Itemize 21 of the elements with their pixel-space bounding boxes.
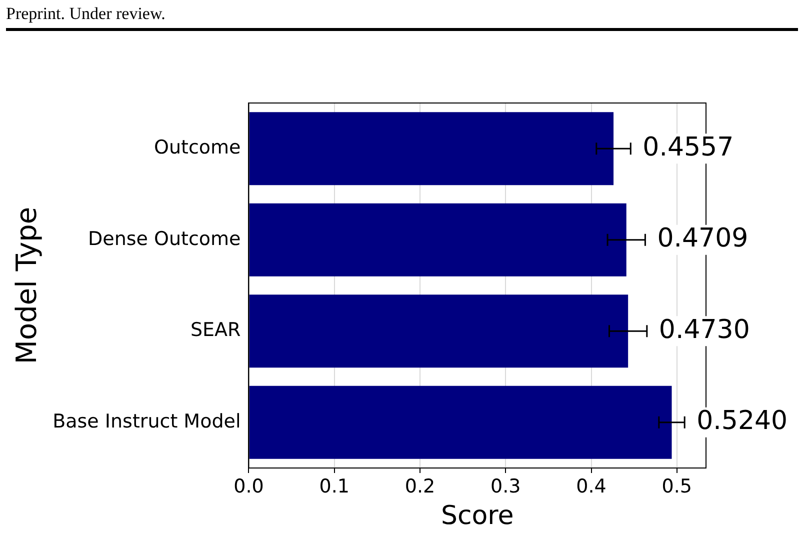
y-tick-label: Base Instruct Model (52, 410, 241, 432)
text: Preprint. Under review. (6, 4, 166, 24)
annotation: 0.5240 (696, 406, 788, 436)
bar (249, 386, 672, 459)
y-tick-label: Outcome (154, 136, 241, 159)
y-tick-label: Dense Outcome (88, 228, 241, 250)
y-axis-title: Model Type (10, 206, 44, 364)
x-axis-title: Score (440, 501, 514, 532)
x-tick-label: 0.4 (576, 475, 606, 498)
bar (249, 203, 626, 276)
bar (249, 294, 628, 368)
annotation: 0.4730 (658, 314, 750, 345)
x-tick-label: 0.5 (662, 475, 692, 498)
x-tick-label: 0.2 (404, 475, 436, 498)
x-tick-label: 0.0 (234, 475, 264, 498)
x-tick-label: 0.1 (319, 475, 350, 498)
bar (249, 112, 614, 186)
y-tick-label: SEAR (190, 319, 241, 342)
x-tick-label: 0.3 (490, 475, 521, 498)
annotation: 0.4557 (642, 132, 734, 162)
annotation: 0.4709 (657, 224, 748, 254)
